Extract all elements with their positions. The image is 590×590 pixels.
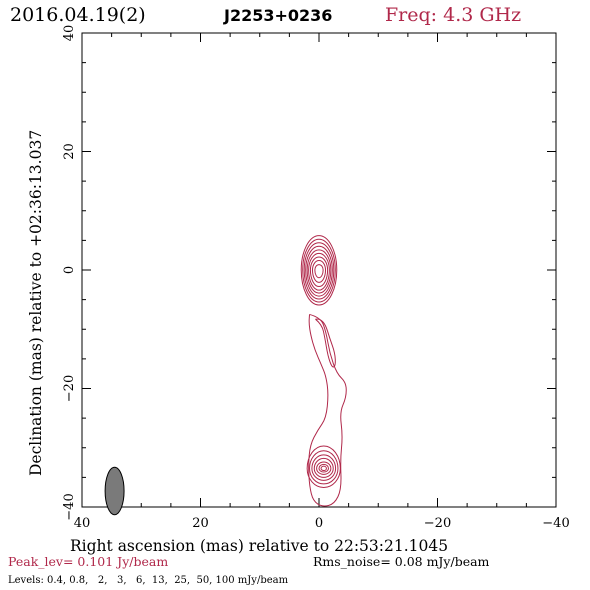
frequency-label: Freq: 4.3 GHz <box>385 4 521 26</box>
plot-frame <box>81 32 557 508</box>
core-contour <box>306 249 332 294</box>
jet-knot-contour <box>309 450 339 485</box>
jet-knot-contour <box>320 465 327 471</box>
x-tick-label: −40 <box>542 516 569 531</box>
core-contour <box>311 260 327 283</box>
y-tick-label: 20 <box>62 143 77 160</box>
rms-noise: Rms_noise= 0.08 mJy/beam <box>313 554 490 569</box>
x-tick-label: −20 <box>424 516 451 531</box>
jet-knot-contour <box>311 454 337 481</box>
y-tick-label: −20 <box>62 375 77 402</box>
y-tick-label: −40 <box>62 493 77 520</box>
x-tick-label: 0 <box>315 516 323 531</box>
beam-ellipse <box>104 466 125 516</box>
jet-knot-contour <box>313 457 334 478</box>
jet-knot-contour <box>316 461 332 475</box>
core-contour <box>309 256 329 287</box>
axis-ticks <box>81 32 557 508</box>
axis-tick-labels: 40 20 0 −20 −40 −40 −20 0 20 40 <box>62 25 570 531</box>
core-contour <box>308 252 330 291</box>
core-contour <box>303 242 335 300</box>
jet-contour <box>315 318 336 368</box>
core-contour <box>300 235 338 306</box>
x-tick-label: 20 <box>192 516 209 531</box>
core-contour <box>314 264 324 279</box>
core-contour <box>305 246 333 297</box>
observation-date: 2016.04.19(2) <box>10 4 146 26</box>
peak-level: Peak_lev= 0.101 Jy/beam <box>8 554 168 569</box>
contour-lines <box>300 235 347 507</box>
x-axis-label: Right ascension (mas) relative to 22:53:… <box>70 537 448 555</box>
y-axis-label: Declination (mas) relative to +02:36:13.… <box>27 130 45 476</box>
x-tick-label: 40 <box>74 516 91 531</box>
contour-levels: Levels: 0.4, 0.8, 2, 3, 6, 13, 25, 50, 1… <box>8 575 289 586</box>
jet-knot-contour <box>318 463 329 473</box>
source-name: J2253+0236 <box>223 6 332 25</box>
beam-layer <box>104 466 125 516</box>
y-tick-label: 0 <box>62 266 77 274</box>
jet-contour <box>308 313 347 507</box>
y-tick-label: 40 <box>62 25 77 42</box>
core-contour <box>302 238 336 303</box>
